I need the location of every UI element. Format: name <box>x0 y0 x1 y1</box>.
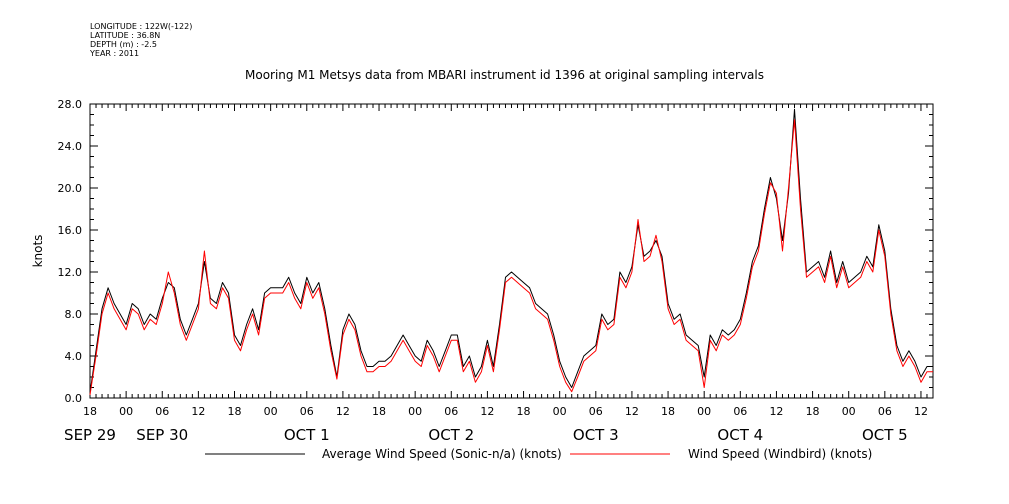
x-tick-label: 00 <box>264 405 278 418</box>
chart-title: Mooring M1 Metsys data from MBARI instru… <box>245 68 764 82</box>
x-tick-label: 06 <box>155 405 169 418</box>
meta-longitude: LONGITUDE : 122W(-122) <box>90 22 193 31</box>
y-tick-label: 4.0 <box>65 350 83 363</box>
x-tick-label: 12 <box>191 405 205 418</box>
x-tick-label: 00 <box>553 405 567 418</box>
y-tick-label: 8.0 <box>65 308 83 321</box>
y-tick-label: 24.0 <box>58 140 83 153</box>
x-date-label: OCT 3 <box>573 426 619 444</box>
x-tick-label: 06 <box>733 405 747 418</box>
x-tick-label: 12 <box>625 405 639 418</box>
x-tick-label: 18 <box>83 405 97 418</box>
x-tick-label: 18 <box>517 405 531 418</box>
series-line-windbird <box>89 119 933 395</box>
meta-depth: DEPTH (m) : -2.5 <box>90 40 157 49</box>
x-date-label: OCT 5 <box>862 426 908 444</box>
series-line-sonic <box>89 108 933 393</box>
plot-frame <box>89 103 934 399</box>
y-tick-label: 28.0 <box>58 98 83 111</box>
x-tick-label: 00 <box>408 405 422 418</box>
legend-label-sonic: Average Wind Speed (Sonic-n/a) (knots) <box>322 447 562 461</box>
x-tick-label: 12 <box>769 405 783 418</box>
x-tick-label: 06 <box>444 405 458 418</box>
y-axis-label: knots <box>31 235 45 268</box>
x-tick-label: 12 <box>336 405 350 418</box>
x-tick-label: 06 <box>300 405 314 418</box>
meta-latitude: LATITUDE : 36.8N <box>90 31 161 40</box>
x-tick-label: 06 <box>878 405 892 418</box>
x-tick-label: 12 <box>914 405 928 418</box>
legend-label-windbird: Wind Speed (Windbird) (knots) <box>688 447 872 461</box>
metadata-block: LONGITUDE : 122W(-122) LATITUDE : 36.8N … <box>90 22 192 58</box>
x-tick-label: 00 <box>842 405 856 418</box>
x-date-label: SEP 30 <box>136 426 188 444</box>
x-tick-label: 06 <box>589 405 603 418</box>
x-date-label: OCT 1 <box>284 426 330 444</box>
y-tick-label: 0.0 <box>65 392 83 405</box>
x-date-label: SEP 29 <box>64 426 116 444</box>
y-tick-label: 20.0 <box>58 182 83 195</box>
x-date-label: OCT 4 <box>717 426 763 444</box>
x-tick-label: 18 <box>661 405 675 418</box>
x-tick-label: 00 <box>697 405 711 418</box>
meta-year: YEAR : 2011 <box>90 49 140 58</box>
y-tick-label: 12.0 <box>58 266 83 279</box>
y-tick-label: 16.0 <box>58 224 83 237</box>
x-tick-label: 00 <box>119 405 133 418</box>
x-tick-label: 12 <box>480 405 494 418</box>
x-tick-label: 18 <box>806 405 820 418</box>
x-tick-label: 18 <box>228 405 242 418</box>
x-tick-label: 18 <box>372 405 386 418</box>
x-date-label: OCT 2 <box>428 426 474 444</box>
